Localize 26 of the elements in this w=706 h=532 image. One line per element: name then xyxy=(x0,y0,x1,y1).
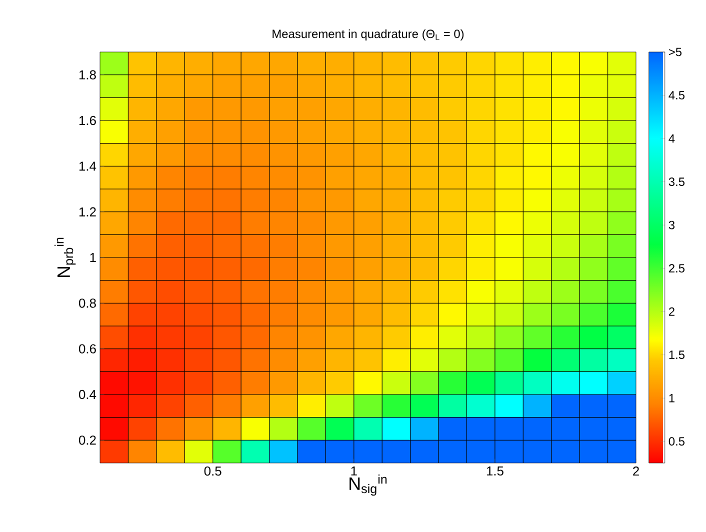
y-tick-label: 0.4 xyxy=(78,390,96,400)
x-axis-title: N$_{sig}$in xyxy=(350,474,387,496)
y-axis-title: N$_{prb}$in xyxy=(54,238,76,277)
color-bar-label: 1.5 xyxy=(669,350,684,359)
color-bar-label: >5 xyxy=(668,48,682,56)
chart-title: Measurement in quadrature (Θ$_{L}$ = 0) xyxy=(272,29,464,40)
y-tick-label: 0.2 xyxy=(78,436,96,445)
y-tick-label: 1 xyxy=(90,253,96,262)
color-bar-label: 3.5 xyxy=(668,178,684,186)
color-bar-label: 4.5 xyxy=(668,91,684,100)
y-tick-label: 1.6 xyxy=(79,116,96,126)
y-tick-label: 0.6 xyxy=(78,344,96,354)
y-tick-label: 1.2 xyxy=(79,207,96,216)
color-bar-label: 1 xyxy=(669,394,674,402)
x-tick-label: 2 xyxy=(633,466,639,476)
color-bar-label: 3 xyxy=(668,220,675,230)
y-tick-label: 1.8 xyxy=(79,70,96,80)
color-bar-label: 2.5 xyxy=(668,264,684,273)
x-tick-label: 1.5 xyxy=(486,466,504,476)
color-bar-label: 0.5 xyxy=(668,437,684,446)
y-tick-label: 0.8 xyxy=(78,298,96,308)
y-tick-label: 1.4 xyxy=(79,162,96,171)
color-bar-label: 2 xyxy=(668,307,674,316)
x-tick-label: 0.5 xyxy=(204,466,222,476)
x-tick-label: 1 xyxy=(351,466,357,476)
color-bar-label: 4 xyxy=(668,134,675,143)
